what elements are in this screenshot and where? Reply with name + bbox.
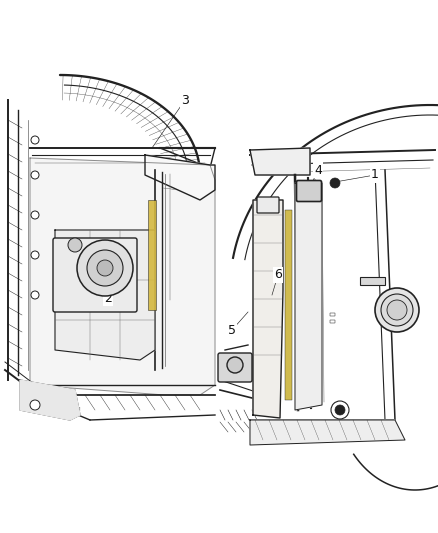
Text: 3: 3	[181, 93, 189, 107]
Circle shape	[375, 288, 419, 332]
Circle shape	[30, 400, 40, 410]
Text: 4: 4	[314, 164, 322, 176]
Circle shape	[31, 136, 39, 144]
Circle shape	[97, 260, 113, 276]
Circle shape	[31, 251, 39, 259]
Circle shape	[87, 250, 123, 286]
Text: 6: 6	[274, 269, 282, 281]
Circle shape	[330, 178, 340, 188]
FancyBboxPatch shape	[53, 238, 137, 312]
Circle shape	[31, 171, 39, 179]
Circle shape	[31, 291, 39, 299]
Polygon shape	[30, 158, 215, 395]
Bar	[360, 277, 385, 285]
Bar	[330, 313, 335, 316]
Text: 1: 1	[371, 168, 379, 182]
Circle shape	[387, 300, 407, 320]
Circle shape	[335, 405, 345, 415]
Bar	[148, 200, 156, 310]
Polygon shape	[145, 155, 215, 200]
Polygon shape	[253, 200, 283, 418]
Circle shape	[227, 357, 243, 373]
Bar	[285, 210, 292, 400]
Circle shape	[68, 238, 82, 252]
Polygon shape	[250, 148, 310, 175]
Circle shape	[31, 211, 39, 219]
Text: 2: 2	[104, 292, 112, 304]
Circle shape	[381, 294, 413, 326]
FancyBboxPatch shape	[257, 197, 279, 213]
Circle shape	[77, 240, 133, 296]
Polygon shape	[250, 420, 405, 445]
Bar	[330, 320, 335, 323]
Polygon shape	[55, 230, 155, 360]
Polygon shape	[20, 380, 80, 420]
FancyBboxPatch shape	[218, 353, 252, 382]
FancyBboxPatch shape	[297, 181, 321, 201]
Polygon shape	[295, 183, 322, 410]
Text: 5: 5	[228, 324, 236, 336]
